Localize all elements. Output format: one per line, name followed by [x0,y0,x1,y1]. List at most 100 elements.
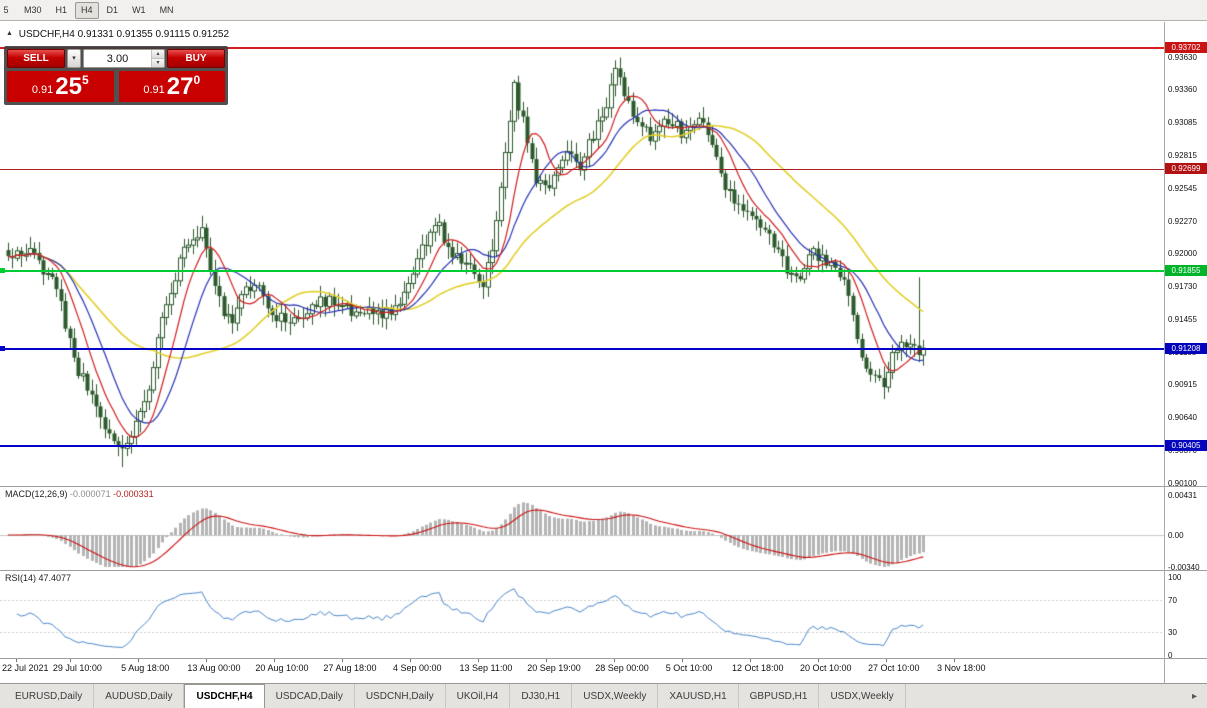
macd-axis-tick: 0.00431 [1168,491,1197,500]
timeframe-button-d1[interactable]: D1 [101,2,125,19]
time-axis-label: 5 Oct 10:00 [665,663,713,673]
price-level-line[interactable] [0,270,1164,272]
price-axis-tick: 0.92270 [1168,217,1197,226]
chart-tab-usdx-weekly[interactable]: USDX,Weekly [819,684,906,708]
price-axis-tick: 0.93630 [1168,53,1197,62]
time-axis-label: 20 Aug 10:00 [255,663,309,673]
chart-tab-usdchf-h4[interactable]: USDCHF,H4 [184,684,265,708]
price-level-line[interactable] [0,348,1164,350]
price-level-line[interactable] [0,445,1164,447]
sell-price-sup: 5 [81,73,89,87]
time-axis-tick [138,659,139,662]
timeframe-button-mn[interactable]: MN [154,2,180,19]
time-axis-tick [70,659,71,662]
lot-size-input[interactable] [84,50,151,67]
rsi-indicator-label: RSI(14) 47.4077 [5,573,71,583]
timeframe-button-5[interactable]: 5 [0,2,16,19]
rsi-axis-tick: 0 [1168,651,1173,660]
time-axis-label: 29 Jul 10:00 [52,663,102,673]
macd-signal-value: -0.000331 [113,489,154,499]
time-axis-tick [682,659,683,662]
buy-price-big: 27 [166,72,194,100]
ohlc-text: USDCHF,H4 0.91331 0.91355 0.91115 0.9125… [18,29,230,40]
buy-price[interactable]: 0.91 27 0 [118,71,225,102]
price-level-line[interactable] [0,169,1164,170]
timeframe-toolbar: 5 M30 H1 H4 D1 W1 MN [0,0,1207,21]
time-axis-label: 20 Oct 10:00 [799,663,852,673]
lot-increase-button[interactable]: ▴ [152,50,164,59]
price-axis-tick: 0.93085 [1168,118,1197,127]
time-axis-label: 5 Aug 18:00 [121,663,170,673]
time-axis-tick [16,659,17,662]
pane-separator-macd[interactable] [0,486,1207,487]
macd-name: MACD(12,26,9) [5,489,68,499]
price-level-label: 0.91208 [1165,343,1207,354]
time-axis-label: 13 Sep 11:00 [459,663,513,673]
time-axis-label: 13 Aug 00:00 [187,663,241,673]
time-axis[interactable] [0,659,1164,683]
timeframe-button-h1[interactable]: H1 [50,2,74,19]
time-axis-label: 4 Sep 00:00 [393,663,442,673]
rsi-axis-tick: 30 [1168,628,1177,637]
time-axis-label: 3 Nov 18:00 [937,663,986,673]
sell-price-big: 25 [55,72,82,100]
chart-tab-audusd-daily[interactable]: AUDUSD,Daily [94,684,185,708]
rsi-name: RSI(14) [5,573,37,583]
time-axis-tick [206,659,207,662]
time-axis-tick [886,659,887,662]
pane-separator-rsi[interactable] [0,570,1207,571]
price-axis-tick: 0.92000 [1168,249,1197,258]
rsi-value: 47.4077 [38,573,72,583]
price-level-line[interactable] [0,47,1164,49]
rsi-canvas[interactable] [0,571,1164,658]
lot-dropdown-button[interactable]: ▾ [67,49,81,68]
macd-axis-tick: 0.00 [1168,531,1184,540]
time-axis-tick [954,659,955,662]
trade-panel-controls: SELL ▾ ▴ ▾ BUY [7,49,225,68]
lot-size-field: ▴ ▾ [83,49,165,68]
price-axis-tick: 0.90100 [1168,479,1197,488]
timeframe-button-w1[interactable]: W1 [126,2,152,19]
price-axis-tick: 0.90915 [1168,380,1197,389]
lot-spinner: ▴ ▾ [151,50,164,67]
rsi-axis-tick: 70 [1168,596,1177,605]
time-axis-label: 12 Oct 18:00 [731,663,784,673]
macd-indicator-label: MACD(12,26,9) -0.000071 -0.000331 [5,489,154,499]
price-axis-separator [1164,22,1165,683]
macd-canvas[interactable] [0,487,1164,570]
chart-tab-eurusd-daily[interactable]: EURUSD,Daily [4,684,95,708]
time-axis-tick [274,659,275,662]
chart-tabs-bar: EURUSD,Daily AUDUSD,Daily USDCHF,H4 USDCAD,… [0,683,1207,708]
chart-tab-xauusd-h1[interactable]: XAUUSD,H1 [658,684,739,708]
chart-tab-dj30-h1[interactable]: DJ30,H1 [510,684,573,708]
chart-tab-gbpusd-h1[interactable]: GBPUSD,H1 [739,684,820,708]
chart-tab-usdx-weekly[interactable]: USDX,Weekly [572,684,659,708]
time-axis-tick [478,659,479,662]
sell-button[interactable]: SELL [7,49,65,68]
price-axis-tick: 0.93360 [1168,85,1197,94]
timeframe-button-m30[interactable]: M30 [18,2,48,19]
time-axis-label: 20 Sep 19:00 [527,663,581,673]
tab-scroll-right-button[interactable]: ▸ [1191,690,1197,702]
chart-tab-usdcad-daily[interactable]: USDCAD,Daily [265,684,355,708]
timeframe-button-h4[interactable]: H4 [75,1,99,19]
level-drag-handle[interactable] [0,346,5,351]
collapse-arrow-icon[interactable]: ▲ [6,30,13,37]
price-level-label: 0.92699 [1165,163,1207,174]
buy-button[interactable]: BUY [167,49,225,68]
chart-tab-usdcnh-daily[interactable]: USDCNH,Daily [355,684,446,708]
price-level-label: 0.93702 [1165,42,1207,53]
rsi-axis-tick: 100 [1168,573,1182,582]
macd-axis-tick: -0.00340 [1168,563,1200,572]
buy-price-sup: 0 [193,73,201,87]
level-drag-handle[interactable] [0,268,5,273]
price-axis-tick: 0.90640 [1168,413,1197,422]
price-axis-tick: 0.91730 [1168,282,1197,291]
buy-price-prefix: 0.91 [143,84,165,96]
lot-decrease-button[interactable]: ▾ [152,59,164,67]
sell-price-prefix: 0.91 [31,84,54,96]
time-axis-tick [818,659,819,662]
sell-price[interactable]: 0.91 25 5 [7,71,114,102]
chart-tab-ukoil-h4[interactable]: UKOil,H4 [446,684,511,708]
price-axis-tick: 0.92815 [1168,151,1197,160]
